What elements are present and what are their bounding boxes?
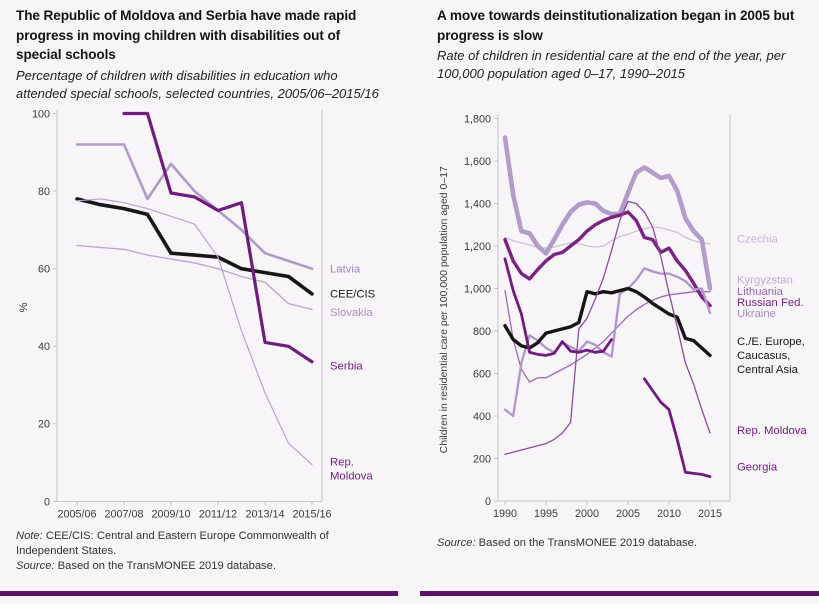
y-tick-label: 80	[38, 186, 50, 198]
source-text: Based on the TransMONEE 2019 database.	[57, 560, 276, 572]
series-label-rep-moldova: Moldova	[330, 470, 373, 482]
series-label-ukraine: Ukraine	[737, 308, 776, 320]
series-line-russian-fed-	[503, 210, 712, 308]
note-text: CEE/CIS: Central and Eastern Europe Comm…	[16, 530, 329, 557]
x-tick-label: 2000	[575, 508, 599, 520]
x-tick-label: 2011/12	[199, 509, 237, 521]
series-label-czechia: Czechia	[737, 233, 779, 245]
series-label-rep-moldova: Rep.	[330, 456, 354, 468]
y-tick-label: 1,400	[464, 198, 491, 210]
series-line-slovakia	[76, 244, 313, 311]
y-tick-label: 0	[485, 496, 491, 508]
source-label: Source:	[437, 537, 476, 549]
y-tick-label: 1,200	[464, 241, 491, 253]
series-label-georgia: Georgia	[737, 461, 778, 473]
y-tick-label: 600	[473, 368, 491, 380]
series-line-georgia	[642, 377, 712, 479]
y-axis-title: %	[18, 302, 30, 312]
x-tick-label: 2005/06	[57, 509, 96, 521]
y-tick-label: 1,800	[464, 113, 491, 125]
series-line-georgia	[503, 257, 614, 357]
right-divider-bar	[420, 591, 819, 596]
series-label-c-e-europe-caucasus-central-asia: C./E. Europe,	[737, 336, 805, 348]
series-label-rep-moldova: Rep. Moldova	[737, 425, 807, 437]
left-panel: The Republic of Moldova and Serbia have …	[0, 0, 400, 604]
series-line-rep-moldova	[76, 198, 313, 466]
y-tick-label: 200	[473, 453, 491, 465]
x-tick-label: 2015/16	[292, 509, 331, 521]
source-label: Source:	[16, 560, 55, 572]
y-tick-label: 60	[38, 264, 50, 276]
right-chart-title: A move towards deinstitutionalization be…	[437, 8, 795, 43]
y-tick-label: 0	[44, 496, 50, 508]
series-label-cee-cis: CEE/CIS	[330, 289, 376, 301]
series-label-serbia: Serbia	[330, 361, 363, 373]
series-label-russian-fed-: Russian Fed.	[737, 297, 804, 309]
series-label-c-e-europe-caucasus-central-asia: Caucasus,	[737, 350, 790, 362]
y-tick-label: 800	[473, 326, 491, 338]
series-label-c-e-europe-caucasus-central-asia: Central Asia	[737, 364, 799, 376]
right-chart-subtitle: Rate of children in residential care at …	[437, 48, 786, 81]
y-tick-label: 40	[38, 341, 50, 353]
series-line-c-e-europe-caucasus-central-asia	[503, 286, 712, 358]
note-label: Note:	[16, 530, 43, 542]
series-label-kyrgyzstan: Kyrgyzstan	[737, 274, 793, 286]
y-tick-label: 20	[38, 419, 50, 431]
left-divider-bar	[0, 591, 398, 596]
x-tick-label: 2015	[698, 508, 722, 520]
x-tick-label: 2009/10	[151, 509, 190, 521]
series-line-lithuania	[504, 289, 711, 383]
series-label-lithuania: Lithuania	[737, 286, 784, 298]
x-tick-label: 2010	[657, 508, 681, 520]
x-tick-label: 2013/14	[245, 509, 284, 521]
series-label-latvia: Latvia	[330, 264, 361, 276]
y-axis-title: Children in residential care per 100,000…	[438, 166, 450, 453]
series-line-latvia	[75, 143, 314, 270]
x-tick-label: 1990	[493, 508, 517, 520]
y-tick-label: 1,600	[464, 156, 491, 168]
x-tick-label: 1995	[534, 508, 558, 520]
left-chart-note: Note: CEE/CIS: Central and Eastern Europ…	[16, 529, 390, 574]
left-chart-subtitle: Percentage of children with disabilities…	[16, 68, 379, 101]
y-tick-label: 400	[473, 411, 491, 423]
right-panel: A move towards deinstitutionalization be…	[410, 0, 819, 604]
left-chart-title: The Republic of Moldova and Serbia have …	[16, 8, 357, 62]
series-line-rep-moldova	[504, 200, 711, 455]
series-line-kyrgyzstan	[502, 135, 713, 291]
series-line-serbia	[122, 111, 314, 364]
series-line-cee-cis	[75, 197, 314, 296]
right-chart-plot: 0 200 400 600 800 1,000 1,200 1,400 1,600 1,800 19…	[438, 113, 807, 520]
right-chart-source: Source: Based on the TransMONEE 2019 dat…	[437, 536, 811, 551]
series-label-slovakia: Slovakia	[330, 307, 373, 319]
y-tick-label: 1,000	[464, 283, 491, 295]
x-tick-label: 2007/08	[104, 509, 143, 521]
left-chart-plot: 0 20 40 60 80 100 2005/06 2007/08 2009/10 2011/12…	[18, 108, 376, 521]
source-text: Based on the TransMONEE 2019 database.	[478, 537, 697, 549]
x-tick-label: 2005	[616, 508, 640, 520]
y-tick-label: 100	[32, 108, 50, 120]
